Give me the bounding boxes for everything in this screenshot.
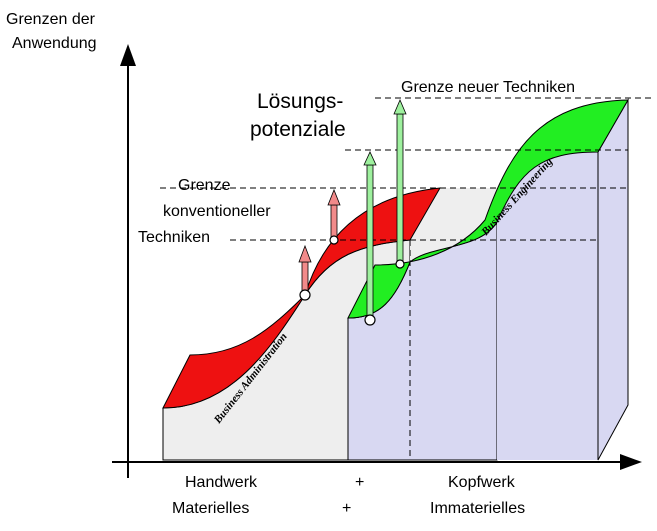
x-label-kopfwerk: Kopfwerk (448, 474, 516, 491)
label-loesung-2: potenziale (250, 118, 346, 141)
right-block-front-2 (497, 152, 598, 460)
axes (112, 44, 642, 478)
red-arrow-2 (327, 188, 341, 241)
y-axis-label-1: Grenzen der (6, 11, 96, 28)
x-label-immaterielles: Immaterielles (430, 500, 525, 517)
left-block-top (410, 188, 500, 262)
label-konv-1: Grenze (178, 177, 231, 194)
marker-red-2 (329, 235, 339, 245)
label-konv-3: Techniken (138, 229, 210, 246)
marker-green-1 (364, 314, 376, 326)
x-axis-arrow (620, 454, 642, 470)
right-block-side (597, 98, 629, 461)
x-label-plus-2: + (342, 500, 351, 517)
red-arrow-1 (298, 244, 312, 296)
marker-red-1 (299, 289, 311, 301)
guide-lines (160, 97, 652, 460)
green-arrow-1 (363, 151, 377, 321)
y-axis-label-2: Anwendung (12, 35, 97, 52)
x-label-plus-1: + (355, 474, 364, 491)
markers (299, 235, 405, 326)
x-label-materielles: Materielles (172, 500, 249, 517)
x-label-handwerk: Handwerk (185, 474, 258, 491)
label-neue-techniken: Grenze neuer Techniken (401, 79, 575, 96)
label-konv-2: konventioneller (163, 203, 271, 220)
y-axis-arrow (120, 44, 136, 66)
right-block (347, 98, 629, 461)
label-loesung-1: Lösungs- (257, 90, 343, 113)
marker-green-2 (395, 259, 405, 269)
